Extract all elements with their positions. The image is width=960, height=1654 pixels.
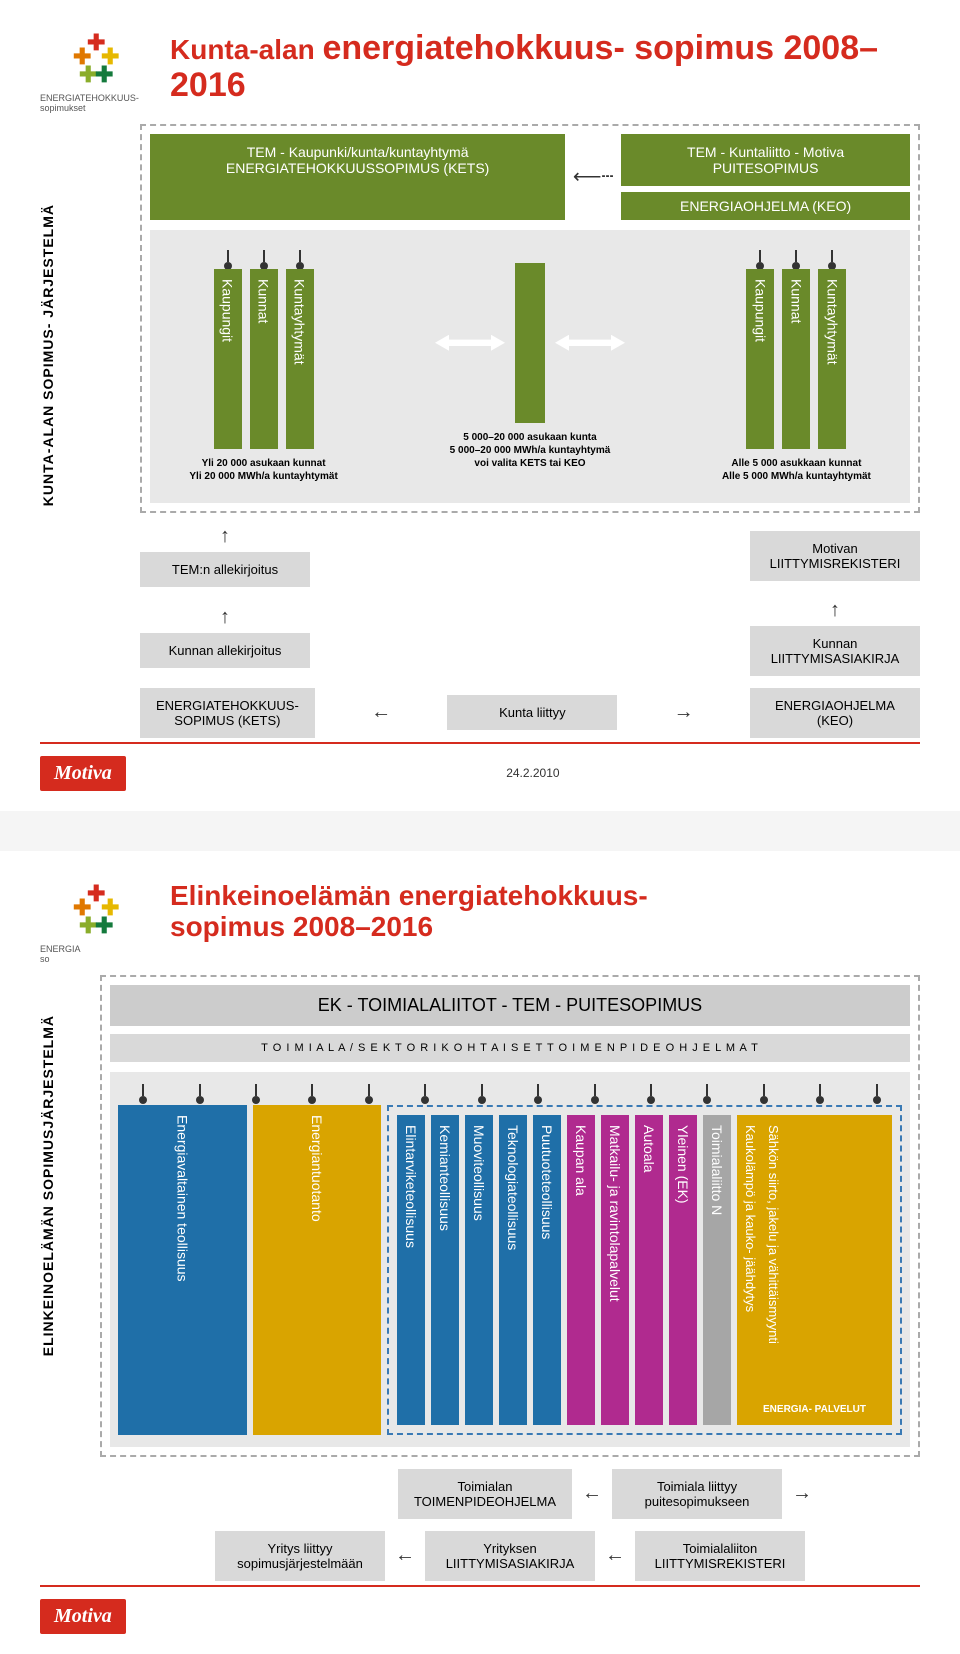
puitesopimus-header: TEM - Kuntaliitto - Motiva PUITESOPIMUS (621, 134, 910, 186)
logo-block: ✚ ✚ ✚ ✚ ✚ ENERGIATEHOKKUUS- sopimukset (40, 30, 150, 114)
sector-bar: Matkailu- ja ravintolapalvelut (601, 1115, 629, 1425)
bar-kuntayhtymat: Kuntayhtymät (286, 269, 314, 449)
sector-bar: Kemianteollisuus (431, 1115, 459, 1425)
arrow-left-icon: ← (582, 1482, 602, 1505)
hanger-icon (513, 1084, 563, 1103)
system-box: TEM - Kaupunki/kunta/kuntayhtymä ENERGIA… (140, 124, 920, 513)
slide1-side-label: KUNTA-ALAN SOPIMUS- JÄRJESTELMÄ (40, 204, 56, 506)
cap-right: Alle 5 000 asukkaan kunnat Alle 5 000 MW… (722, 457, 871, 483)
kets-bars: Kaupungit Kunnat Kuntayhtymät (214, 250, 314, 449)
ek-header: EK - TOIMIALALIITOT - TEM - PUITESOPIMUS (110, 985, 910, 1026)
cap-mid: 5 000–20 000 asukaan kunta 5 000–20 000 … (450, 431, 611, 470)
arrow-left-icon: ← (371, 701, 391, 724)
hanger-row (118, 1084, 902, 1103)
bar-kunnat: Kunnat (250, 269, 278, 449)
keo-box: ENERGIAOHJELMA (KEO) (750, 688, 920, 738)
motiva-logo: Motiva (40, 756, 126, 791)
sector-bar: Puutuoteteollisuus (533, 1115, 561, 1425)
sector-bar: Energiantuotanto (253, 1105, 382, 1435)
arrow-right-icon (555, 335, 625, 351)
energiapalvelut-box: Kaukolämpö ja kauko- jäähdytys Sähkön sii… (737, 1115, 892, 1425)
sector-bar: Kaupan ala (567, 1115, 595, 1425)
kets-box: ENERGIATEHOKKUUS- SOPIMUS (KETS) (140, 688, 315, 738)
bar-kuntayhtymat-r: Kuntayhtymät (818, 269, 846, 449)
kunta-sign: Kunnan allekirjoitus (140, 633, 310, 668)
hanger-icon (795, 1084, 845, 1103)
slide-2: ✚ ✚ ✚ ✚ ✚ ENERGIAso Elinkeinoelämän ener… (0, 851, 960, 1654)
sector-bar: Autoala (635, 1115, 663, 1425)
hanger-icon (682, 1084, 732, 1103)
slide2-side-label: ELINKEINOELÄMÄN SOPIMUSJÄRJESTELMÄ (40, 1015, 56, 1356)
hanger-icon (287, 1084, 337, 1103)
slide1-title: Kunta-alan energiatehokkuus- sopimus 200… (170, 30, 920, 105)
keo-band: ENERGIAOHJELMA (KEO) (621, 192, 910, 220)
slide2-title: Elinkeinoelämän energiatehokkuus- sopimu… (170, 881, 648, 943)
bar-kaupungit-r: Kaupungit (746, 269, 774, 449)
sector-bar: Toimialaliitto N (703, 1115, 731, 1425)
hanger-icon (457, 1084, 507, 1103)
energiatehokkuus-logo: ✚ ✚ ✚ ✚ ✚ (65, 30, 125, 90)
hanger-icon (851, 1084, 901, 1103)
hanger-icon (400, 1084, 450, 1103)
arrow-right-icon: → (792, 1482, 812, 1505)
kunta-join: Kunta liittyy (447, 695, 617, 730)
dashed-sector-group: ElintarviketeollisuusKemianteollisuusMuo… (387, 1105, 902, 1435)
sector-bar: Muoviteollisuus (465, 1115, 493, 1425)
sector-bar: Energiavaltainen teollisuus (118, 1105, 247, 1435)
sector-row: Energiavaltainen teollisuusEnergiantuota… (118, 1105, 902, 1435)
sector-bar: Elintarviketeollisuus (397, 1115, 425, 1425)
ep-footer: ENERGIA- PALVELUT (763, 1404, 866, 1415)
system-box-2: EK - TOIMIALALIITOT - TEM - PUITESOPIMUS… (100, 975, 920, 1457)
yritys-join-box: Yritys liittyy sopimusjärjestelmään (215, 1531, 385, 1581)
hanger-icon (626, 1084, 676, 1103)
motiva-logo: Motiva (40, 1599, 126, 1634)
logo-caption: ENERGIAso (40, 945, 150, 965)
subheader: T O I M I A L A / S E K T O R I K O H T … (110, 1034, 910, 1062)
slide1-date: 24.2.2010 (146, 766, 920, 780)
arrow-left-icon (435, 335, 505, 351)
keo-bars: Kaupungit Kunnat Kuntayhtymät (746, 250, 846, 449)
hanger-icon (118, 1084, 168, 1103)
bar-kaupungit: Kaupungit (214, 269, 242, 449)
hanger-icon (344, 1084, 394, 1103)
ep-label-2: Sähkön siirto, jakelu ja vähittäismyynti (766, 1125, 781, 1344)
flow2-row1: Toimialan TOIMENPIDEOHJELMA ← Toimiala l… (100, 1469, 920, 1519)
mid-bar (515, 263, 545, 423)
hanger-icon (739, 1084, 789, 1103)
cap-left: Yli 20 000 asukaan kunnat Yli 20 000 MWh… (189, 457, 337, 483)
toimialan-box: Toimialan TOIMENPIDEOHJELMA (398, 1469, 572, 1519)
yritys-doc-box: Yrityksen LIITTYMISASIAKIRJA (425, 1531, 595, 1581)
arrow-left-icon: ← (605, 1544, 625, 1567)
tem-sign: TEM:n allekirjoitus (140, 552, 310, 587)
hanger-icon (569, 1084, 619, 1103)
hanger-icon (231, 1084, 281, 1103)
arrow-up-icon: ↑ (220, 525, 230, 548)
logo-caption: ENERGIATEHOKKUUS- sopimukset (40, 94, 150, 114)
energiatehokkuus-logo: ✚ ✚ ✚ ✚ ✚ (65, 881, 125, 941)
kets-header: TEM - Kaupunki/kunta/kuntayhtymä ENERGIA… (150, 134, 565, 220)
arrow-left-icon: ← (395, 1544, 415, 1567)
slide-1: ✚ ✚ ✚ ✚ ✚ ENERGIATEHOKKUUS- sopimukset K… (0, 0, 960, 811)
arrow-up-icon: ↑ (830, 599, 840, 622)
toimialaliiton-box: Toimialaliiton LIITTYMISREKISTERI (635, 1531, 805, 1581)
toimiala-join-box: Toimiala liittyy puitesopimukseen (612, 1469, 782, 1519)
arrow-up-icon: ↑ (220, 606, 230, 629)
logo-block: ✚ ✚ ✚ ✚ ✚ ENERGIAso (40, 881, 150, 965)
arrow-right-icon: → (674, 701, 694, 724)
flow-row-1: ↑ TEM:n allekirjoitus Motivan LIITTYMISR… (140, 525, 920, 587)
hanger-icon (174, 1084, 224, 1103)
sector-bar: Yleinen (EK) (669, 1115, 697, 1425)
motivan-rekisteri: Motivan LIITTYMISREKISTERI (750, 531, 920, 581)
bar-kunnat-r: Kunnat (782, 269, 810, 449)
dashed-arrow-icon: ⟵┄ (573, 134, 613, 220)
sector-bar: Teknologiateollisuus (499, 1115, 527, 1425)
kunnan-doc: Kunnan LIITTYMISASIAKIRJA (750, 626, 920, 676)
ep-label-1: Kaukolämpö ja kauko- jäähdytys (743, 1125, 758, 1344)
